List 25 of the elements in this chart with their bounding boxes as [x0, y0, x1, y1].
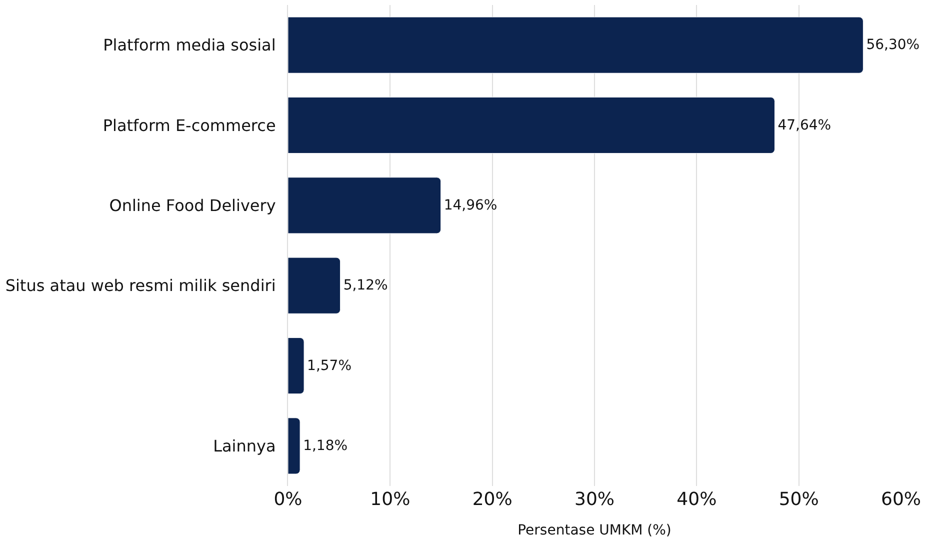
x-tick-label: 40% — [676, 489, 717, 510]
y-tick-label: Lainnya — [213, 436, 276, 456]
y-tick-label: Platform E-commerce — [102, 116, 276, 135]
x-axis-title: Persentase UMKM (%) — [518, 522, 672, 538]
data-label: 1,57% — [307, 358, 352, 374]
bar — [288, 16, 864, 74]
x-tick-label: 30% — [574, 489, 615, 510]
bar — [288, 96, 775, 154]
bar — [288, 418, 300, 474]
data-label: 56,30% — [866, 37, 920, 54]
bar — [288, 257, 341, 314]
bar — [288, 337, 304, 394]
x-tick-label: 60% — [880, 489, 922, 510]
data-label: 47,64% — [778, 117, 832, 134]
bar — [288, 177, 442, 234]
y-tick-label: Online Food Delivery — [109, 196, 276, 216]
y-tick-label: Situs atau web resmi milik sendiri — [5, 276, 276, 296]
x-tick-label: 20% — [472, 489, 512, 510]
data-label: 1,18% — [303, 438, 348, 454]
data-label: 14,96% — [444, 197, 498, 214]
x-tick-label: 10% — [370, 489, 410, 510]
x-tick-label: 50% — [778, 489, 819, 510]
x-tick-label: 0% — [274, 489, 302, 510]
data-label: 5,12% — [343, 278, 388, 294]
y-tick-label: Platform media sosial — [103, 36, 276, 55]
